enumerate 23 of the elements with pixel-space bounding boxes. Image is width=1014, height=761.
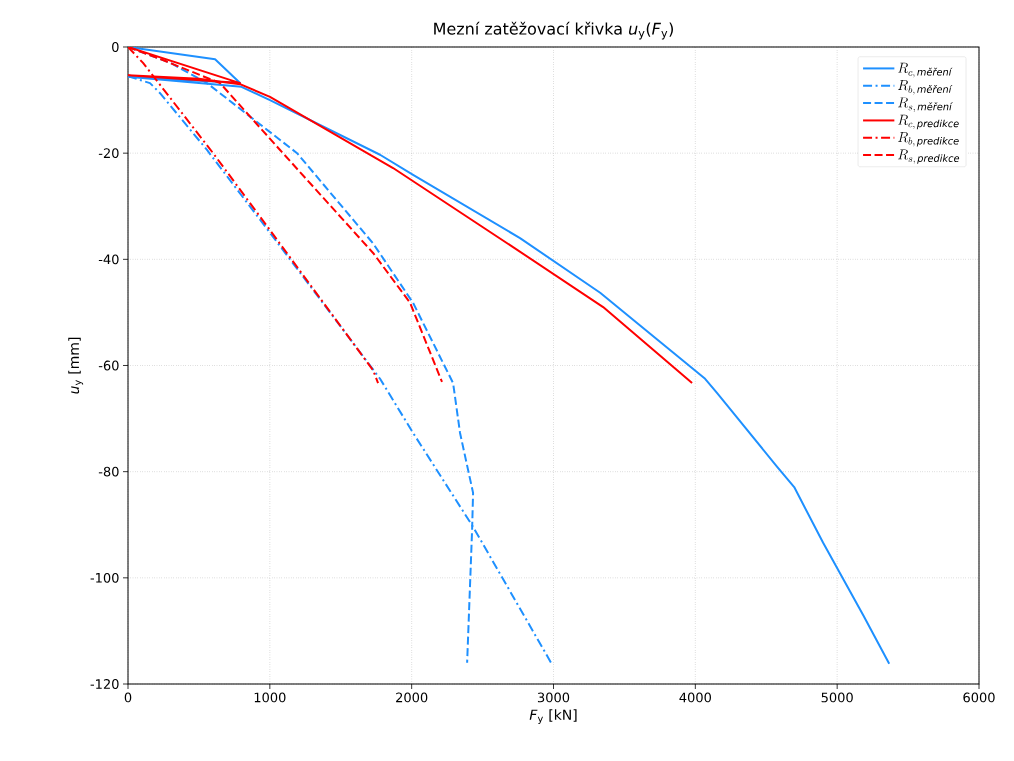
x-tick-label: 3000 <box>537 692 570 703</box>
legend-label: $R_{s,\,\textit{měření}}$ <box>898 97 953 113</box>
y-tick-label: -40 <box>98 254 119 265</box>
legend-label: $R_{c,\,\textit{predikce}}$ <box>898 114 959 130</box>
legend-label: $R_{s,\,\textit{predikce}}$ <box>898 149 960 164</box>
y-tick-label: -20 <box>98 148 119 159</box>
x-tick-label: 0 <box>124 692 132 703</box>
y-tick-label: -80 <box>98 466 119 477</box>
legend-label: $R_{c,\,\textit{měření}}$ <box>898 62 953 78</box>
y-axis-title: u$_{y}$ [mm] <box>68 337 84 394</box>
legend-label: $R_{b,\,\textit{predikce}}$ <box>898 132 959 147</box>
x-tick-label: 1000 <box>254 692 286 703</box>
y-tick-label: -120 <box>90 679 119 689</box>
x-tick-label: 2000 <box>396 692 428 703</box>
chart-title: Mezní zatěžovací křivka u$_{y}$(F$_{y}$) <box>434 21 673 40</box>
x-tick-label: 4000 <box>679 692 711 703</box>
y-tick-label: -100 <box>90 572 119 583</box>
legend-label: $R_{b,\,\textit{měření}}$ <box>898 80 953 95</box>
x-axis-title: F$_{y}$ [kN] <box>529 709 577 725</box>
x-tick-label: 5000 <box>821 692 853 703</box>
y-tick-label: 0 <box>112 42 119 52</box>
x-tick-label: 6000 <box>963 692 995 703</box>
y-tick-label: -60 <box>98 360 119 371</box>
